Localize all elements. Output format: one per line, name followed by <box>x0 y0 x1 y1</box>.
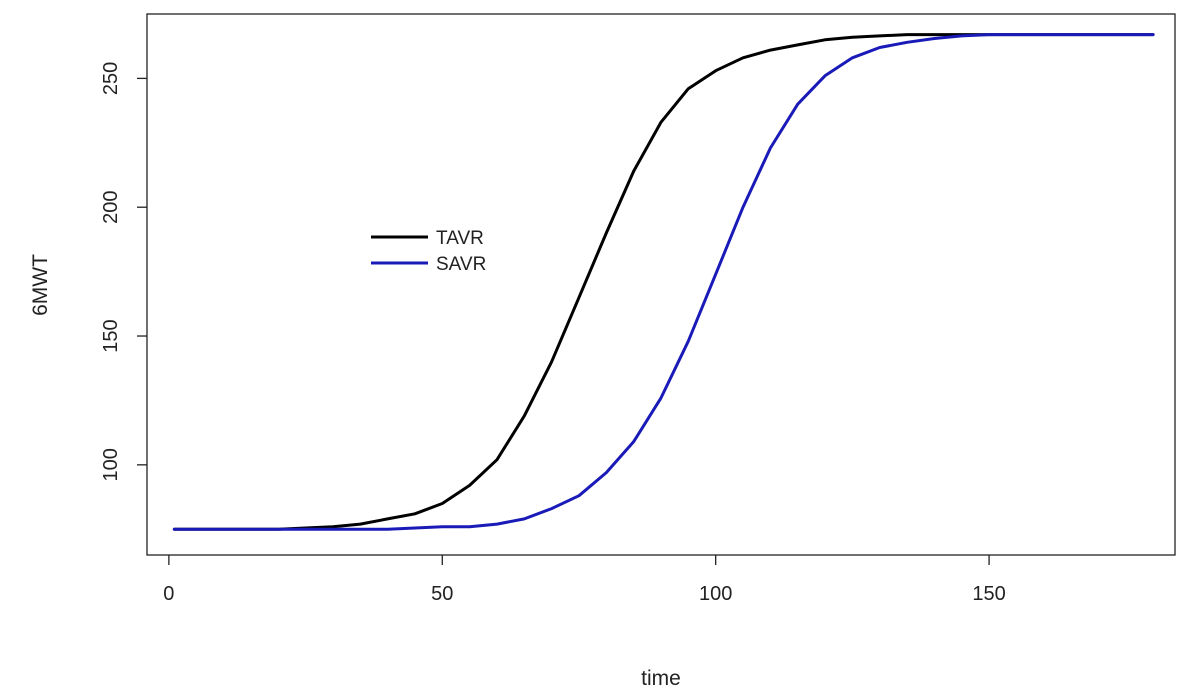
series-layer <box>172 33 1155 531</box>
series-line-tavr <box>172 33 1155 531</box>
y-axis-title: 6MWT <box>29 254 52 316</box>
x-axis-title: time <box>641 667 681 690</box>
y-axis: 100 150 200 250 <box>100 62 147 482</box>
y-tick-label: 100 <box>100 448 122 481</box>
series-line-savr <box>172 33 1155 531</box>
legend-label-tavr: TAVR <box>436 228 484 249</box>
plot-frame <box>146 13 1176 556</box>
x-tick-label: 50 <box>431 583 453 605</box>
y-tick-label: 150 <box>100 319 122 352</box>
legend-label-savr: SAVR <box>436 254 486 275</box>
y-tick-label: 200 <box>100 191 122 224</box>
x-tick-label: 100 <box>699 583 732 605</box>
x-axis: 0 50 100 150 <box>163 555 1006 605</box>
y-tick-label: 250 <box>100 62 122 95</box>
x-tick-label: 0 <box>163 583 174 605</box>
x-tick-label: 150 <box>972 583 1005 605</box>
legend: TAVR SAVR <box>371 228 486 275</box>
